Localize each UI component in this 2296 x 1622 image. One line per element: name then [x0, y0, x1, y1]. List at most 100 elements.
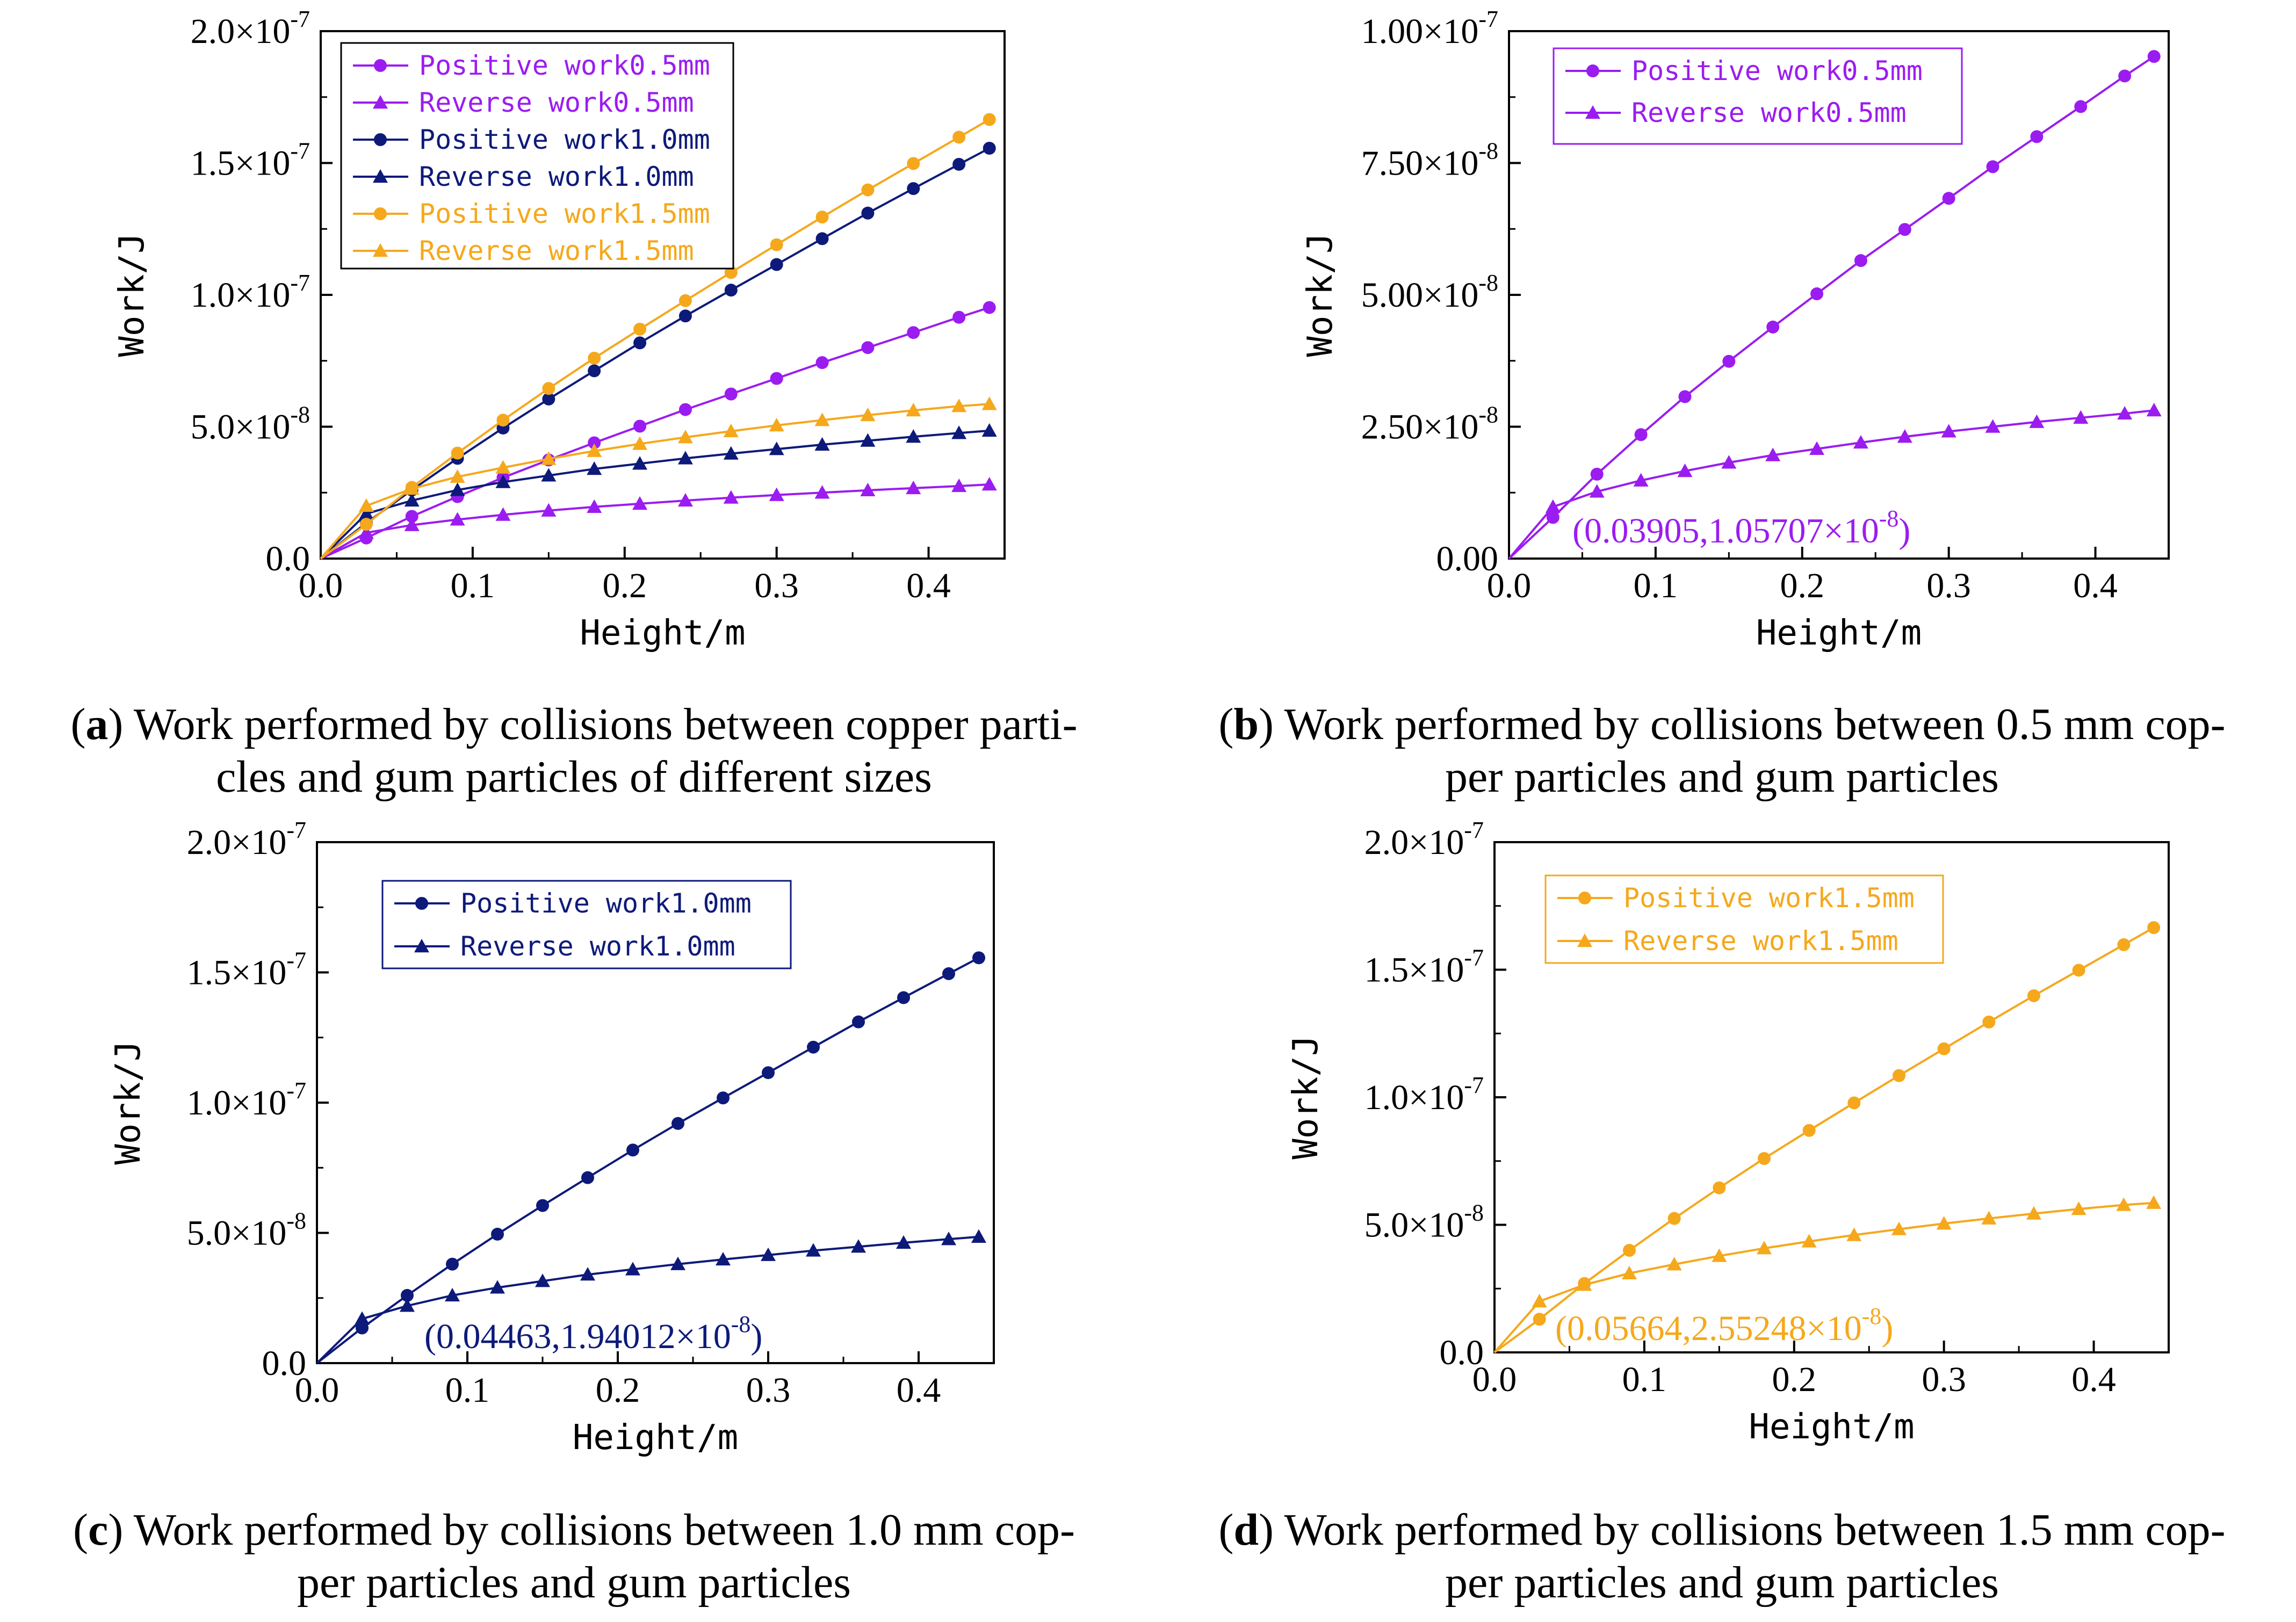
data-point — [2118, 69, 2132, 83]
data-point — [2027, 989, 2040, 1002]
data-point — [1622, 1265, 1637, 1279]
series-line — [320, 118, 990, 560]
data-point — [588, 351, 601, 365]
data-point — [1678, 390, 1692, 403]
data-point — [541, 451, 557, 465]
data-point — [1577, 1277, 1592, 1291]
data-point — [852, 1015, 865, 1029]
data-point — [358, 525, 374, 539]
data-point — [724, 387, 738, 401]
y-tick-label: 7.50×10-8 — [1361, 138, 1498, 183]
data-point — [1854, 254, 1867, 267]
intersection-annotation: (0.05664,2.55248×10-8) — [1555, 1303, 1893, 1348]
data-point — [1897, 429, 1912, 443]
data-point — [1891, 1221, 1907, 1235]
chart-panel-c: 0.0 0.1 0.2 0.3 0.4 0.0 5.0×10-8 1.0×10-7 1.5×10… — [0, 811, 1148, 1622]
legend-marker — [374, 59, 387, 72]
y-tick-label: 1.00×10-7 — [1361, 6, 1498, 51]
data-point — [2146, 1195, 2162, 1209]
x-tick-label: 0.2 — [1780, 566, 1825, 605]
data-point — [814, 437, 830, 451]
y-tick-label: 5.0×10-8 — [187, 1208, 306, 1253]
data-point — [1893, 1069, 1905, 1082]
chart-panel-d: 0.0 0.1 0.2 0.3 0.4 0.0 5.0×10-8 1.0×10-7 1.5×10… — [1148, 811, 2296, 1622]
caption-c: (c) Work performed by collisions between… — [73, 1505, 1075, 1607]
data-point — [626, 1143, 639, 1157]
caption-line2: cles and gum particles of different size… — [216, 752, 932, 802]
series-line — [320, 483, 990, 560]
x-tick-label: 0.0 — [299, 566, 343, 605]
legend-box — [1553, 47, 1963, 145]
y-axis-title: Work/J — [112, 233, 152, 357]
data-point — [1634, 428, 1648, 441]
data-point — [678, 403, 692, 416]
x-tick-label: 0.3 — [1922, 1360, 1966, 1399]
data-point — [814, 412, 830, 426]
data-point — [1942, 192, 1955, 205]
data-point — [1936, 1216, 1952, 1230]
data-point — [1667, 1212, 1681, 1225]
data-point — [678, 309, 692, 323]
y-tick-label: 2.0×10-7 — [1364, 817, 1484, 862]
series-line — [316, 1235, 979, 1364]
data-point — [2030, 130, 2044, 143]
data-point — [587, 461, 602, 475]
y-tick-label: 2.0×10-7 — [187, 817, 306, 862]
data-point — [632, 496, 648, 510]
x-tick-label: 0.1 — [1634, 566, 1678, 605]
legend-label: Positive work1.0mm — [460, 888, 752, 919]
x-axis-title: Height/m — [1749, 1407, 1914, 1447]
x-tick-label: 0.4 — [906, 566, 951, 605]
data-point — [769, 487, 784, 501]
data-point — [2116, 1197, 2132, 1211]
x-tick-label: 0.1 — [1622, 1360, 1667, 1399]
data-point — [542, 382, 555, 395]
legend-marker — [374, 207, 387, 220]
series-line — [320, 147, 990, 560]
y-axis-title: Work/J — [1301, 233, 1340, 357]
legend-marker — [1585, 105, 1600, 119]
caption-letter: a — [85, 699, 109, 749]
y-tick-label: 1.5×10-7 — [187, 947, 306, 993]
data-point — [400, 1298, 415, 1312]
data-point — [581, 1171, 594, 1184]
data-point — [907, 326, 920, 339]
data-point — [907, 182, 920, 195]
data-point — [404, 493, 420, 507]
data-point — [1757, 1241, 1772, 1255]
data-point — [2117, 406, 2133, 420]
data-point — [861, 341, 875, 354]
legend-marker — [373, 243, 388, 257]
y-tick-label: 5.0×10-8 — [191, 402, 310, 447]
data-point — [491, 1227, 504, 1241]
data-point — [1802, 1124, 1816, 1137]
caption-text: Work performed by collisions between 1.5… — [1274, 1505, 2226, 1555]
series-line — [1493, 1201, 2154, 1353]
legend-label: Reverse work1.5mm — [1623, 925, 1898, 957]
data-point — [632, 436, 648, 450]
data-point — [541, 468, 557, 482]
data-point — [1758, 1152, 1771, 1165]
chart-svg-c: 0.0 0.1 0.2 0.3 0.4 0.0 5.0×10-8 1.0×10-7 1.5×10… — [109, 817, 995, 1458]
data-point — [907, 157, 920, 170]
data-point — [860, 407, 876, 422]
data-point — [941, 1232, 956, 1246]
data-point — [983, 142, 996, 155]
y-tick-label: 1.5×10-7 — [1364, 945, 1484, 990]
data-point — [1713, 1181, 1726, 1194]
legend-marker — [373, 169, 388, 183]
data-point — [633, 336, 647, 350]
series-line — [320, 306, 990, 560]
legend-label: Positive work1.5mm — [1623, 882, 1915, 914]
x-tick-label: 0.4 — [897, 1371, 941, 1410]
y-tick-label: 2.50×10-8 — [1361, 402, 1498, 447]
x-tick-label: 0.0 — [1487, 566, 1532, 605]
data-point — [983, 113, 996, 126]
chart-panel-a: 0.0 0.1 0.2 0.3 0.4 0.0 5.0×10-8 1.0×10-7 1.5×10… — [0, 0, 1148, 811]
data-point — [981, 396, 997, 410]
data-point — [1712, 1248, 1727, 1262]
data-point — [762, 1066, 775, 1080]
legend-box — [1544, 874, 1944, 964]
x-tick-label: 0.1 — [451, 566, 495, 605]
x-axis-title: Height/m — [580, 613, 745, 653]
